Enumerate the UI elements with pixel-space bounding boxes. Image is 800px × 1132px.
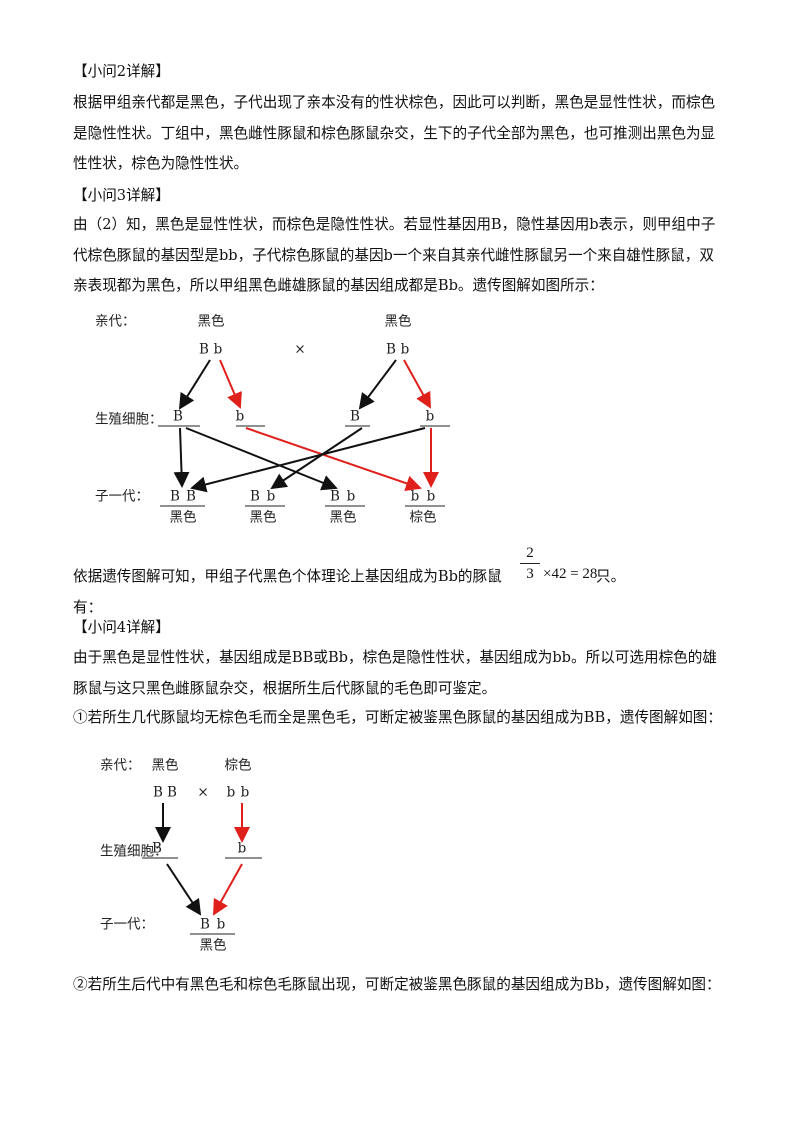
row-label: 亲代： — [95, 314, 136, 330]
allele: B — [167, 785, 177, 801]
arrow — [166, 863, 202, 916]
arrow — [185, 427, 338, 491]
phenotype: 黑色 — [330, 509, 357, 526]
gamete: B — [152, 841, 162, 857]
allele: B — [153, 785, 163, 801]
phenotype: 黑色 — [152, 757, 179, 774]
allele: b — [217, 917, 226, 933]
paragraph: 根据甲组亲代都是黑色，子代出现了亲本没有的性状棕色，因此可以判断，黑色是显性性状… — [73, 94, 716, 172]
arrow — [245, 427, 422, 491]
allele: B — [199, 342, 209, 358]
unit: 只。 — [596, 568, 626, 585]
gamete: B — [350, 409, 360, 425]
gamete: b — [426, 409, 435, 425]
allele: B — [330, 489, 340, 505]
denominator: 3 — [526, 566, 534, 582]
paragraph: 由于黑色是显性性状，基因组成是BB或Bb，棕色是隐性性状，基因组成为bb。所以可… — [73, 649, 717, 697]
arrow — [358, 359, 397, 410]
row-label: 子一代： — [95, 489, 149, 505]
allele: b — [267, 489, 276, 505]
gamete: b — [236, 409, 245, 425]
allele: b — [214, 342, 223, 358]
phenotype: 棕色 — [225, 757, 252, 774]
paragraph: 依据遗传图解可知，甲组子代黑色个体理论上基因组成为Bb的豚鼠有： — [73, 568, 502, 616]
cross: × — [294, 342, 305, 358]
row-label: 亲代： — [100, 758, 141, 774]
arrow — [270, 427, 363, 490]
allele: B — [186, 489, 196, 505]
numerator: 2 — [520, 543, 540, 564]
allele: b — [401, 342, 410, 358]
allele: b — [241, 785, 250, 801]
allele: b — [227, 785, 236, 801]
phenotype: 棕色 — [410, 509, 437, 526]
expression: ×42 = 28 — [543, 566, 598, 582]
paragraph: ①若所生几代豚鼠均无棕色毛而全是黑色毛，可断定被鉴黑色豚鼠的基因组成为BB，遗传… — [73, 709, 722, 726]
phenotype: 黑色 — [250, 509, 277, 526]
allele: b — [347, 489, 356, 505]
allele: B — [170, 489, 180, 505]
arrow — [403, 359, 431, 409]
arrow — [219, 359, 242, 409]
row-label: 子一代： — [100, 917, 154, 933]
allele: B — [386, 342, 396, 358]
heading: 【小问2详解】 — [73, 63, 170, 80]
fraction: 2 3 — [520, 543, 540, 584]
gamete: B — [173, 409, 183, 425]
heading: 【小问3详解】 — [73, 187, 170, 204]
phenotype: 黑色 — [385, 313, 412, 330]
allele: b — [411, 489, 420, 505]
arrow — [178, 359, 211, 410]
heading: 【小问4详解】 — [73, 619, 170, 636]
arrow — [173, 427, 190, 488]
paragraph: ②若所生后代中有黑色毛和棕色毛豚鼠出现，可断定被鉴黑色豚鼠的基因组成为Bb，遗传… — [73, 976, 721, 993]
phenotype: 黑色 — [200, 937, 227, 954]
phenotype: 黑色 — [170, 509, 197, 526]
row-label: 生殖细胞： — [95, 411, 163, 428]
row-label: 生殖细胞： — [100, 843, 168, 860]
allele: B — [250, 489, 260, 505]
gamete: b — [238, 841, 247, 857]
cross: × — [197, 785, 208, 801]
phenotype: 黑色 — [198, 313, 225, 330]
allele: B — [200, 917, 210, 933]
allele: b — [427, 489, 436, 505]
arrow — [213, 863, 243, 916]
paragraph: 由（2）知，黑色是显性性状，而棕色是隐性性状。若显性基因用B，隐性基因用b表示，… — [73, 216, 716, 294]
arrow — [190, 427, 426, 493]
